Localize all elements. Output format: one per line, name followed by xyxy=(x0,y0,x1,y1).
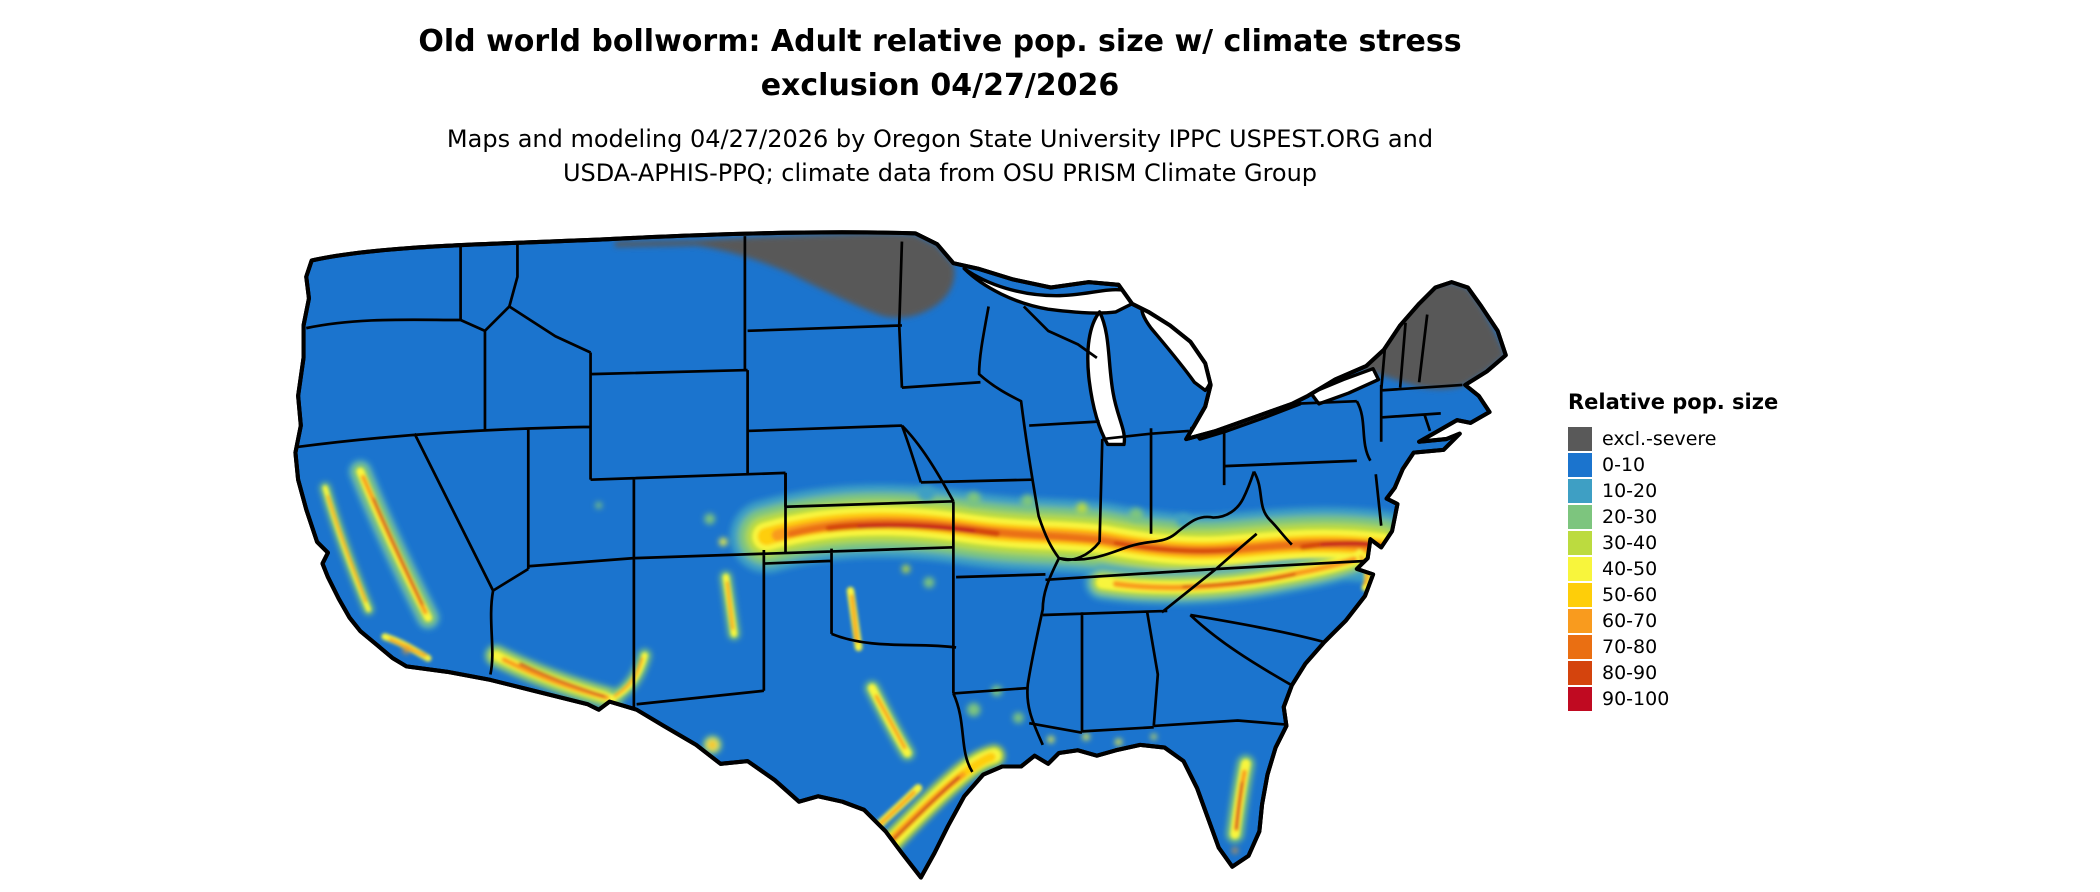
heat-dot xyxy=(709,741,716,749)
heat-dot xyxy=(1021,494,1035,509)
state-borders-plains xyxy=(747,241,1046,773)
heat-path xyxy=(1182,573,1296,588)
heat-dot xyxy=(918,485,935,502)
heat-path xyxy=(519,662,606,698)
heat-dot xyxy=(1012,712,1024,724)
legend-swatch xyxy=(1568,505,1592,529)
legend-entry: 0-10 xyxy=(1568,452,1778,478)
legend-entry: 70-80 xyxy=(1568,634,1778,660)
legend-label: 10-20 xyxy=(1602,480,1658,502)
us-outline xyxy=(293,230,1508,880)
legend-swatch xyxy=(1568,609,1592,633)
heat-dot xyxy=(1076,502,1088,514)
legend-swatch xyxy=(1568,453,1592,477)
legend-label: excl.-severe xyxy=(1602,428,1717,450)
heat-path xyxy=(892,776,961,841)
lake-michigan xyxy=(1086,310,1127,447)
legend-swatch xyxy=(1568,635,1592,659)
map-title-line1: Old world bollworm: Adult relative pop. … xyxy=(418,24,1462,59)
legend-label: 20-30 xyxy=(1602,506,1658,528)
heat-path xyxy=(857,524,976,533)
legend-entry: 30-40 xyxy=(1568,530,1778,556)
legend-label: 0-10 xyxy=(1602,454,1646,476)
state-borders-west xyxy=(295,236,957,713)
heat-dot xyxy=(1151,734,1157,740)
legend-swatch xyxy=(1568,687,1592,711)
heat-path xyxy=(1320,541,1372,546)
state-borders-southeast xyxy=(1028,532,1368,735)
legend-label: 70-80 xyxy=(1602,636,1658,658)
legend-entry: 20-30 xyxy=(1568,504,1778,530)
legend-label: 50-60 xyxy=(1602,584,1658,606)
legend-entry: 90-100 xyxy=(1568,686,1778,712)
heat-dot xyxy=(1129,508,1143,522)
heat-dot xyxy=(595,501,603,509)
state-borders xyxy=(295,236,1463,773)
legend-entry: excl.-severe xyxy=(1568,426,1778,452)
heat-path xyxy=(874,694,907,750)
legend-swatch xyxy=(1568,531,1592,555)
legend-entry: 10-20 xyxy=(1568,478,1778,504)
heat-path xyxy=(388,637,427,658)
heat-dot xyxy=(901,564,911,574)
map-title: Old world bollworm: Adult relative pop. … xyxy=(60,20,1820,108)
heat-dot xyxy=(403,646,410,654)
heat-path xyxy=(372,497,424,606)
legend-entry: 40-50 xyxy=(1568,556,1778,582)
legend-swatch xyxy=(1568,661,1592,685)
heat-path xyxy=(850,594,859,644)
legend-label: 90-100 xyxy=(1602,688,1670,710)
heat-path xyxy=(725,581,735,630)
heat-dot xyxy=(1082,733,1090,741)
map-subtitle-line2: USDA-APHIS-PPQ; climate data from OSU PR… xyxy=(562,159,1318,187)
legend-entry: 80-90 xyxy=(1568,660,1778,686)
legend: Relative pop. size excl.-severe 0-10 10-20… xyxy=(1568,390,1778,712)
map-subtitle: Maps and modeling 04/27/2026 by Oregon S… xyxy=(60,122,1820,190)
heat-band-inner xyxy=(322,467,1396,860)
map-title-line2: exclusion 04/27/2026 xyxy=(760,68,1120,103)
heat-path xyxy=(1235,781,1243,830)
legend-label: 60-70 xyxy=(1602,610,1658,632)
legend-entries: excl.-severe 0-10 10-20 20-30 30-40 40-50 50-6… xyxy=(1568,426,1778,712)
exclusion-north-minnesota xyxy=(614,233,955,318)
legend-label: 30-40 xyxy=(1602,532,1658,554)
heat-speckle xyxy=(403,485,1238,854)
legend-entry: 60-70 xyxy=(1568,608,1778,634)
legend-swatch xyxy=(1568,479,1592,503)
us-map xyxy=(293,230,1508,880)
legend-swatch xyxy=(1568,557,1592,581)
map-subtitle-line1: Maps and modeling 04/27/2026 by Oregon S… xyxy=(446,125,1434,153)
heat-dot xyxy=(1232,847,1238,854)
legend-title: Relative pop. size xyxy=(1568,390,1779,414)
legend-entry: 50-60 xyxy=(1568,582,1778,608)
legend-swatch xyxy=(1568,583,1592,607)
heat-dot xyxy=(923,577,935,588)
heat-dot xyxy=(966,491,981,506)
state-borders-midwest xyxy=(977,305,1256,746)
legend-label: 40-50 xyxy=(1602,558,1658,580)
legend-swatch xyxy=(1568,427,1592,451)
heat-dot xyxy=(1047,736,1055,743)
heat-dot xyxy=(1115,738,1122,746)
heat-dot xyxy=(704,513,716,525)
heat-dot xyxy=(966,702,981,717)
heat-path xyxy=(326,494,367,603)
legend-label: 80-90 xyxy=(1602,662,1658,684)
heat-path xyxy=(501,657,610,700)
heat-dot xyxy=(719,537,728,546)
